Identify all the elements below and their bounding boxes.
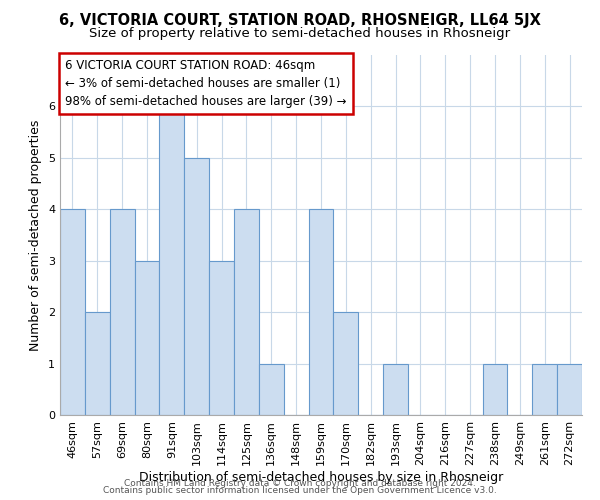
Bar [308,210,334,415]
Bar [234,210,259,415]
Bar [532,364,557,415]
Bar [134,260,160,415]
Text: 6 VICTORIA COURT STATION ROAD: 46sqm
← 3% of semi-detached houses are smaller (1: 6 VICTORIA COURT STATION ROAD: 46sqm ← 3… [65,58,347,108]
Y-axis label: Number of semi-detached properties: Number of semi-detached properties [29,120,43,350]
Bar [209,260,234,415]
X-axis label: Distribution of semi-detached houses by size in Rhosneigr: Distribution of semi-detached houses by … [139,470,503,484]
Bar [60,210,85,415]
Bar [85,312,110,415]
Bar [259,364,284,415]
Bar [184,158,209,415]
Bar [557,364,582,415]
Text: Contains public sector information licensed under the Open Government Licence v3: Contains public sector information licen… [103,486,497,495]
Bar [334,312,358,415]
Bar [383,364,408,415]
Text: Size of property relative to semi-detached houses in Rhosneigr: Size of property relative to semi-detach… [89,28,511,40]
Bar [110,210,134,415]
Bar [482,364,508,415]
Text: Contains HM Land Registry data © Crown copyright and database right 2024.: Contains HM Land Registry data © Crown c… [124,478,476,488]
Text: 6, VICTORIA COURT, STATION ROAD, RHOSNEIGR, LL64 5JX: 6, VICTORIA COURT, STATION ROAD, RHOSNEI… [59,12,541,28]
Bar [160,106,184,415]
